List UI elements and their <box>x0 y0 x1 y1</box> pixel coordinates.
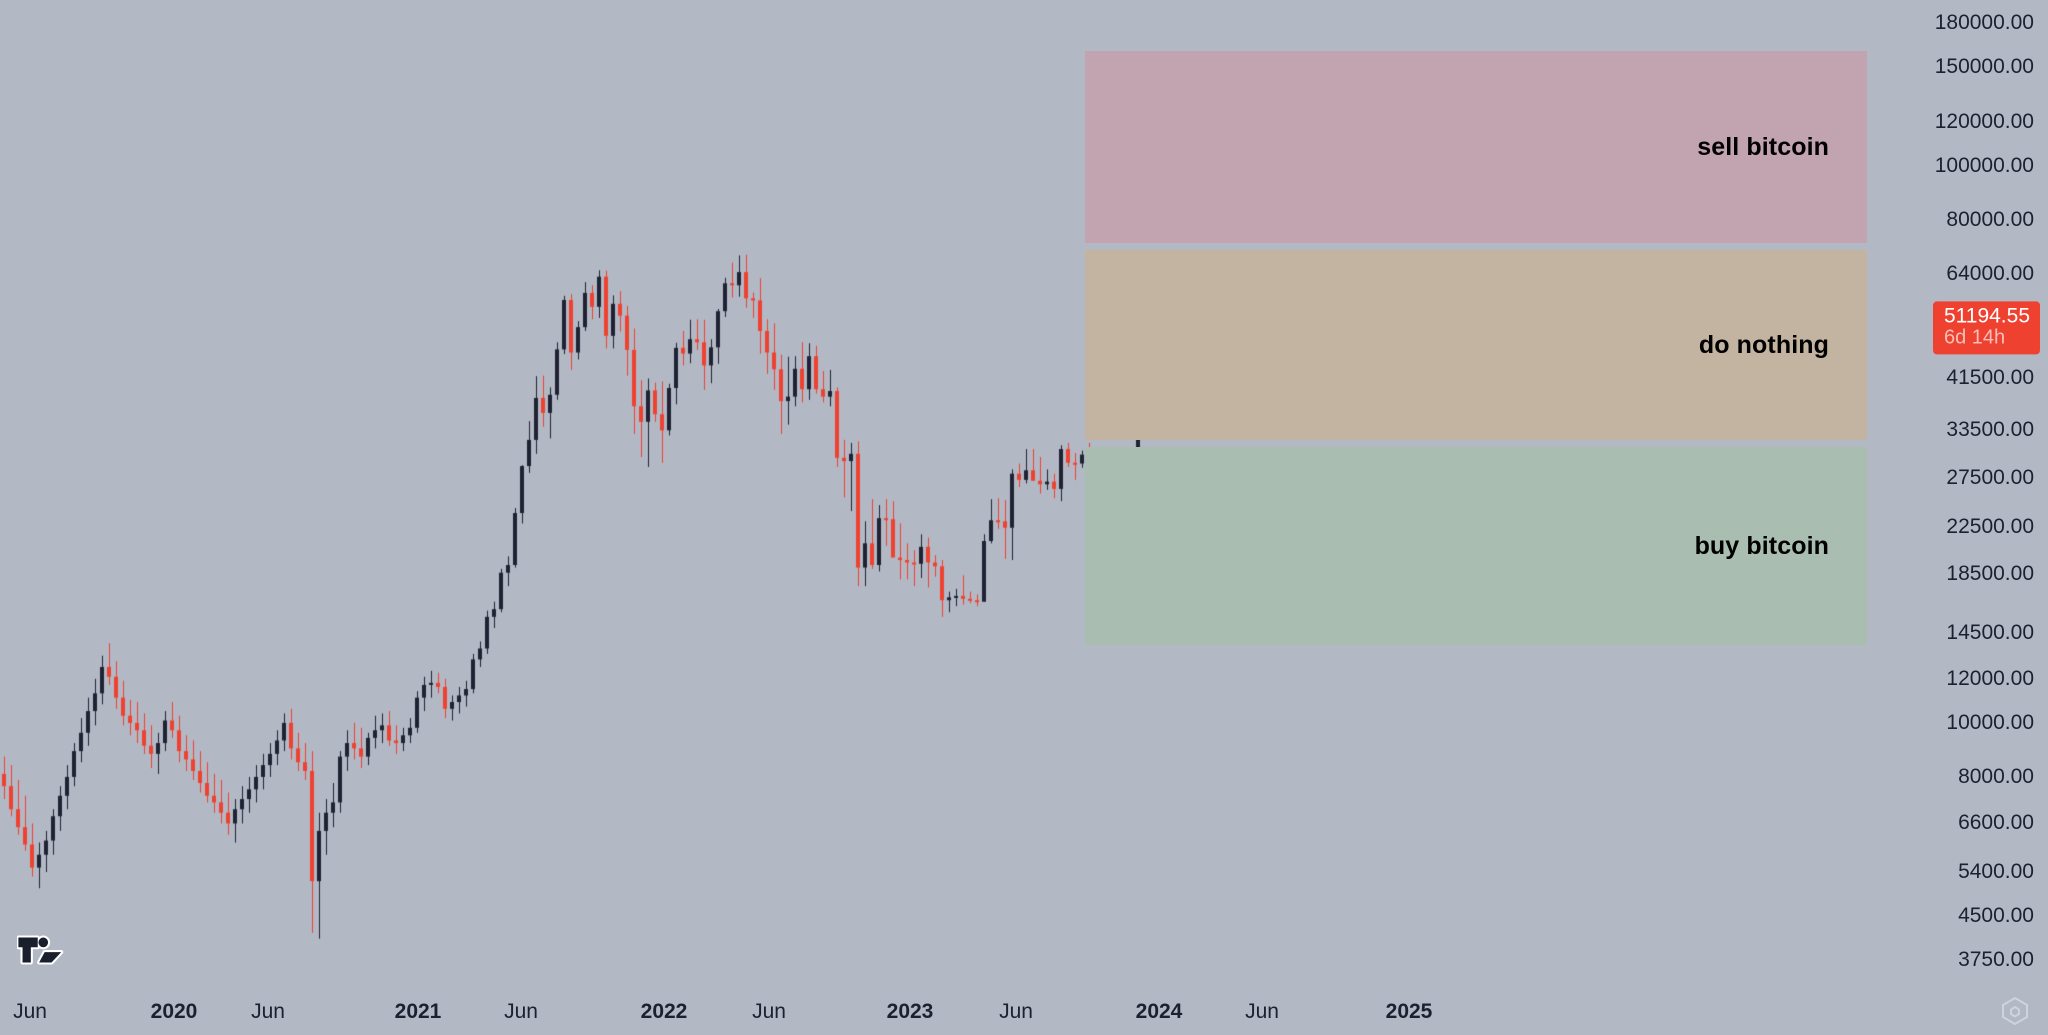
price-tick: 33500.00 <box>1946 418 2034 442</box>
time-tick: 2023 <box>886 1000 934 1023</box>
tradingview-logo[interactable] <box>16 933 64 967</box>
hexagon-settings-icon[interactable] <box>1998 995 2032 1027</box>
time-tick: 2024 <box>1135 1000 1183 1023</box>
time-axis[interactable]: Jun 2020 Jun 2021 Jun 2022 Jun 2023 Jun 2024 Jun 20… <box>0 988 2048 1035</box>
buy-zone-label: buy bitcoin <box>1694 531 1829 560</box>
price-tick: 3750.00 <box>1958 948 2034 972</box>
price-tick: 14500.00 <box>1946 620 2034 644</box>
time-tick: 2021 <box>394 1000 442 1023</box>
price-tick: 120000.00 <box>1934 109 2034 133</box>
last-price-tag: 51194.55 6d 14h <box>1932 301 2040 355</box>
price-tick: 10000.00 <box>1946 710 2034 734</box>
time-tick: Jun <box>251 1000 285 1023</box>
last-price-value: 51194.55 <box>1943 304 2030 328</box>
do-nothing-zone-label: do nothing <box>1698 330 1829 359</box>
price-tick: 180000.00 <box>1934 11 2034 35</box>
price-tick: 64000.00 <box>1946 261 2034 285</box>
chart-plot-area[interactable]: sell bitcoin do nothing buy bitcoin <box>0 0 1870 988</box>
time-tick: Jun <box>1245 1000 1279 1023</box>
price-tick: 150000.00 <box>1934 55 2034 79</box>
do-nothing-zone[interactable]: do nothing <box>1085 250 1867 440</box>
time-tick: 2025 <box>1385 1000 1433 1023</box>
time-tick: 2020 <box>150 1000 198 1023</box>
price-tick: 80000.00 <box>1946 207 2034 231</box>
time-tick: 2022 <box>640 1000 688 1023</box>
price-tick: 18500.00 <box>1946 562 2034 586</box>
price-axis[interactable]: 180000.00 150000.00 120000.00 100000.00 8000… <box>1870 0 2048 988</box>
price-tick: 6600.00 <box>1958 811 2034 835</box>
price-tick: 22500.00 <box>1946 514 2034 538</box>
sell-zone[interactable]: sell bitcoin <box>1085 51 1867 243</box>
price-tick: 5400.00 <box>1958 860 2034 884</box>
time-tick: Jun <box>504 1000 538 1023</box>
price-tick: 4500.00 <box>1958 904 2034 928</box>
price-tick: 100000.00 <box>1934 153 2034 177</box>
price-tick: 27500.00 <box>1946 466 2034 490</box>
price-tick: 8000.00 <box>1958 764 2034 788</box>
price-tick: 12000.00 <box>1946 666 2034 690</box>
time-tick: Jun <box>752 1000 786 1023</box>
sell-zone-label: sell bitcoin <box>1697 132 1829 161</box>
last-price-countdown: 6d 14h <box>1943 326 2006 349</box>
buy-zone[interactable]: buy bitcoin <box>1085 447 1867 645</box>
time-tick: Jun <box>13 1000 47 1023</box>
price-tick: 41500.00 <box>1946 366 2034 390</box>
time-tick: Jun <box>999 1000 1033 1023</box>
